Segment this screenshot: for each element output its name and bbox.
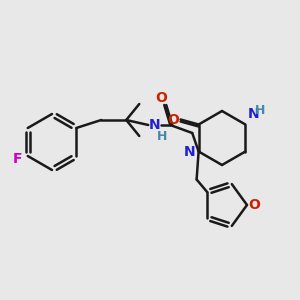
Text: O: O [248,198,260,212]
Text: O: O [168,112,180,127]
Text: N: N [149,118,161,132]
Text: N: N [184,146,196,160]
Text: F: F [12,152,22,166]
Text: H: H [157,130,168,143]
Text: H: H [254,103,265,116]
Text: N: N [248,107,259,122]
Text: O: O [155,91,167,105]
